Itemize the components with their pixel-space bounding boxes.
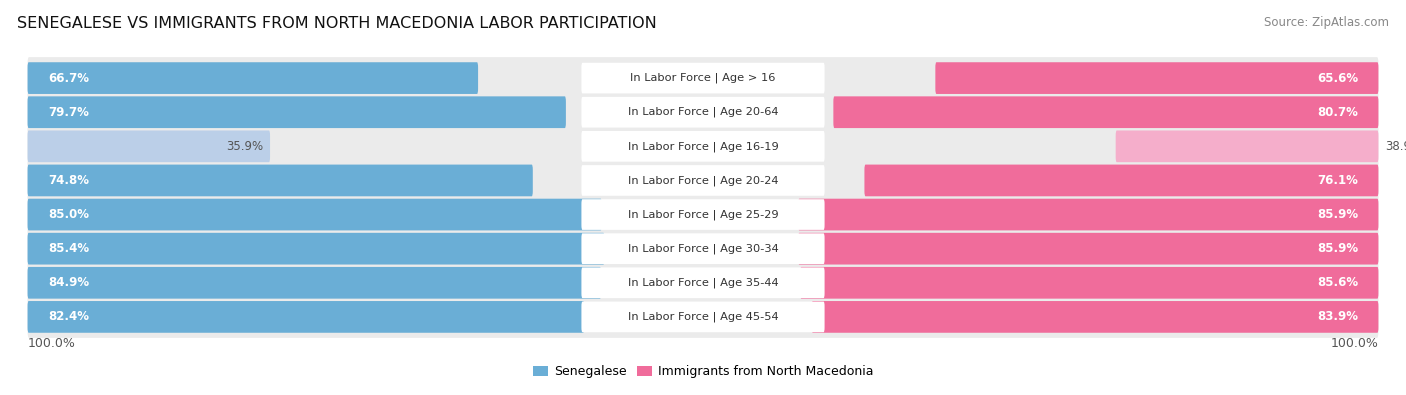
FancyBboxPatch shape (28, 296, 1378, 338)
FancyBboxPatch shape (582, 63, 824, 94)
Text: 100.0%: 100.0% (28, 337, 76, 350)
Text: 35.9%: 35.9% (226, 140, 263, 153)
FancyBboxPatch shape (28, 96, 565, 128)
FancyBboxPatch shape (582, 301, 824, 332)
Text: In Labor Force | Age > 16: In Labor Force | Age > 16 (630, 73, 776, 83)
Text: 74.8%: 74.8% (48, 174, 89, 187)
FancyBboxPatch shape (799, 233, 1378, 265)
Text: 85.4%: 85.4% (48, 242, 89, 255)
FancyBboxPatch shape (28, 262, 1378, 304)
Text: In Labor Force | Age 20-24: In Labor Force | Age 20-24 (627, 175, 779, 186)
FancyBboxPatch shape (28, 194, 1378, 235)
FancyBboxPatch shape (935, 62, 1378, 94)
Text: 65.6%: 65.6% (1317, 71, 1358, 85)
Text: In Labor Force | Age 20-64: In Labor Force | Age 20-64 (627, 107, 779, 117)
FancyBboxPatch shape (582, 233, 824, 264)
FancyBboxPatch shape (582, 165, 824, 196)
FancyBboxPatch shape (28, 130, 270, 162)
Text: 83.9%: 83.9% (1317, 310, 1358, 324)
FancyBboxPatch shape (28, 125, 1378, 167)
Text: In Labor Force | Age 35-44: In Labor Force | Age 35-44 (627, 278, 779, 288)
FancyBboxPatch shape (28, 62, 478, 94)
FancyBboxPatch shape (799, 199, 1378, 230)
Text: In Labor Force | Age 25-29: In Labor Force | Age 25-29 (627, 209, 779, 220)
Text: 85.9%: 85.9% (1317, 208, 1358, 221)
FancyBboxPatch shape (28, 199, 602, 230)
FancyBboxPatch shape (28, 91, 1378, 133)
Text: In Labor Force | Age 30-34: In Labor Force | Age 30-34 (627, 243, 779, 254)
FancyBboxPatch shape (1116, 130, 1378, 162)
FancyBboxPatch shape (834, 96, 1378, 128)
FancyBboxPatch shape (800, 267, 1378, 299)
Text: 85.6%: 85.6% (1317, 276, 1358, 289)
FancyBboxPatch shape (28, 233, 605, 265)
Text: In Labor Force | Age 16-19: In Labor Force | Age 16-19 (627, 141, 779, 152)
Text: 100.0%: 100.0% (1330, 337, 1378, 350)
Text: 38.9%: 38.9% (1385, 140, 1406, 153)
FancyBboxPatch shape (582, 131, 824, 162)
Text: 85.0%: 85.0% (48, 208, 89, 221)
FancyBboxPatch shape (28, 228, 1378, 270)
FancyBboxPatch shape (28, 165, 533, 196)
Text: 82.4%: 82.4% (48, 310, 89, 324)
FancyBboxPatch shape (28, 301, 583, 333)
FancyBboxPatch shape (582, 199, 824, 230)
Legend: Senegalese, Immigrants from North Macedonia: Senegalese, Immigrants from North Macedo… (527, 360, 879, 384)
Text: 66.7%: 66.7% (48, 71, 89, 85)
Text: 80.7%: 80.7% (1317, 106, 1358, 119)
FancyBboxPatch shape (811, 301, 1378, 333)
Text: 84.9%: 84.9% (48, 276, 89, 289)
FancyBboxPatch shape (865, 165, 1378, 196)
Text: 85.9%: 85.9% (1317, 242, 1358, 255)
Text: In Labor Force | Age 45-54: In Labor Force | Age 45-54 (627, 312, 779, 322)
Text: Source: ZipAtlas.com: Source: ZipAtlas.com (1264, 16, 1389, 29)
FancyBboxPatch shape (582, 267, 824, 298)
FancyBboxPatch shape (28, 267, 600, 299)
FancyBboxPatch shape (28, 160, 1378, 201)
Text: SENEGALESE VS IMMIGRANTS FROM NORTH MACEDONIA LABOR PARTICIPATION: SENEGALESE VS IMMIGRANTS FROM NORTH MACE… (17, 16, 657, 31)
FancyBboxPatch shape (28, 57, 1378, 99)
Text: 76.1%: 76.1% (1317, 174, 1358, 187)
FancyBboxPatch shape (582, 97, 824, 128)
Text: 79.7%: 79.7% (48, 106, 89, 119)
